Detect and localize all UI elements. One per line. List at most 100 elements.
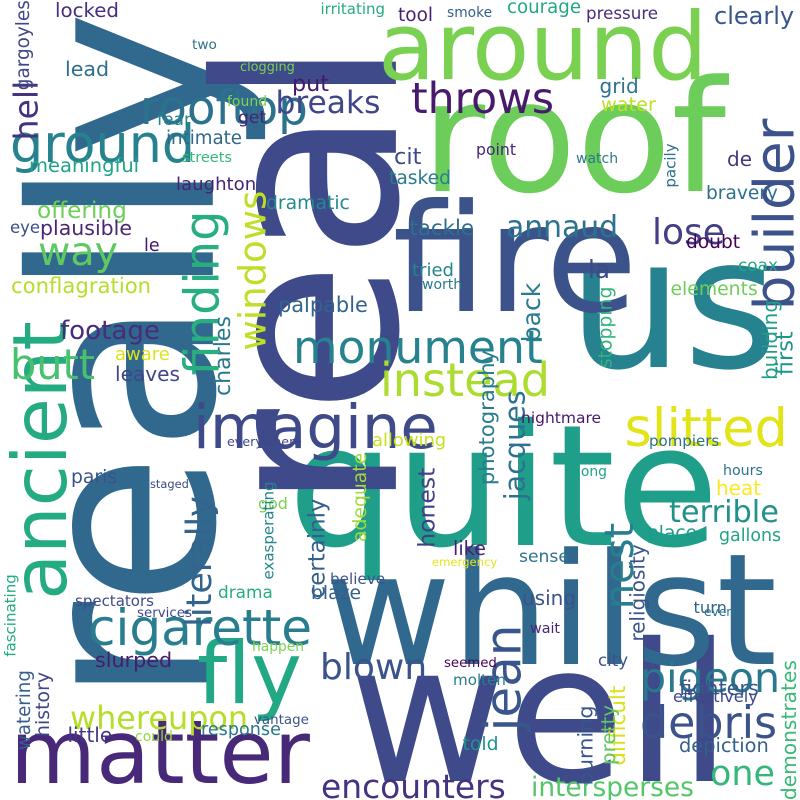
- word-depiction: depiction: [679, 734, 769, 757]
- word-happen: happen: [252, 638, 304, 655]
- word-little: little: [67, 723, 113, 747]
- word-tasked: tasked: [389, 167, 452, 189]
- word-well: well: [349, 602, 732, 800]
- word-intersperses: intersperses: [531, 771, 694, 800]
- word-quite: quite: [288, 388, 720, 585]
- word-allowing: allowing: [372, 429, 447, 451]
- word-spectators: spectators: [75, 591, 154, 610]
- word-honest: honest: [412, 467, 441, 548]
- word-la: la: [588, 254, 610, 284]
- word-dramatic: dramatic: [266, 193, 350, 214]
- word-watch: watch: [576, 151, 619, 167]
- word-tried: tried: [412, 260, 454, 281]
- word-lead: lead: [65, 56, 110, 81]
- word-irritating: irritating: [320, 0, 386, 18]
- word-back: back: [516, 282, 546, 342]
- word-worth: worth: [422, 277, 463, 293]
- word-burning: burning: [573, 704, 598, 785]
- word-religiosity: religiosity: [625, 543, 650, 642]
- word-response: response: [201, 719, 281, 740]
- word-fighters: fighters: [679, 676, 759, 700]
- word-terrible: terrible: [669, 494, 779, 530]
- word-cit: cit: [394, 143, 422, 170]
- word-bravery: bravery: [706, 183, 778, 204]
- word-fascinating: fascinating: [1, 573, 20, 657]
- word-locked: locked: [55, 0, 119, 22]
- word-pressure: pressure: [586, 2, 659, 23]
- word-doubt: doubt: [686, 232, 741, 253]
- word-fly: fly: [197, 624, 302, 724]
- word-tool: tool: [398, 4, 434, 26]
- word-even: even: [704, 604, 734, 619]
- word-coax: coax: [738, 255, 778, 275]
- word-slitted: slitted: [624, 397, 788, 459]
- word-put: put: [292, 71, 330, 97]
- word-demonstrates: demonstrates: [776, 660, 800, 800]
- word-eye: eye: [10, 217, 41, 237]
- word-conflagration: conflagration: [11, 273, 152, 298]
- word-emergency: emergency: [432, 555, 498, 569]
- word-courage: courage: [507, 0, 582, 18]
- word-effectively: effectively: [673, 687, 758, 706]
- word-clogging: clogging: [240, 59, 295, 75]
- word-butt: butt: [10, 340, 95, 389]
- word-hours: hours: [723, 463, 763, 479]
- word-get: get: [238, 107, 267, 128]
- word-breaks: breaks: [275, 85, 381, 121]
- word-plausible: plausible: [40, 216, 132, 240]
- word-first: first: [772, 331, 799, 376]
- word-molten: molten: [453, 671, 506, 689]
- word-us: us: [568, 198, 779, 410]
- word-gargoyles: gargoyles: [12, 0, 34, 91]
- word-ground: ground: [10, 114, 196, 175]
- word-elements: elements: [670, 279, 758, 300]
- word-sense: sense: [519, 547, 569, 567]
- word-intimate: intimate: [166, 128, 242, 149]
- word-blown: blown: [320, 646, 428, 688]
- word-imagine: imagine: [193, 392, 438, 463]
- word-streets: streets: [182, 149, 232, 166]
- word-pompiers: pompiers: [649, 432, 720, 450]
- word-de: de: [727, 147, 752, 171]
- word-place: place: [647, 523, 698, 544]
- word-leaves: leaves: [115, 361, 180, 386]
- word-monument: monument: [293, 321, 543, 374]
- word-services: services: [137, 605, 192, 621]
- word-staged: staged: [150, 477, 189, 491]
- word-watering: watering: [13, 670, 35, 751]
- word-found: found: [227, 94, 268, 110]
- word-throws: throws: [411, 74, 555, 124]
- word-city: city: [598, 651, 629, 670]
- word-matter: matter: [10, 700, 310, 800]
- word-drama: drama: [218, 582, 273, 602]
- word-adequate: adequate: [350, 452, 372, 542]
- word-tackle: tackle: [409, 216, 474, 241]
- word-whilst: whilst: [324, 519, 778, 701]
- word-nightmare: nightmare: [521, 408, 602, 427]
- word-laughton: laughton: [176, 174, 257, 195]
- word-stopping: stopping: [594, 286, 616, 369]
- word-pretty: pretty: [597, 704, 621, 765]
- word-footage: footage: [60, 315, 160, 346]
- word-vantage: vantage: [254, 712, 309, 728]
- word-exasperating: exasperating: [259, 480, 278, 580]
- word-windows: windows: [230, 190, 274, 351]
- word-paris: paris: [71, 467, 118, 488]
- word-seemed: seemed: [444, 656, 497, 671]
- word-annaud: annaud: [506, 210, 619, 245]
- word-told: told: [462, 734, 499, 755]
- word-like: like: [453, 537, 486, 560]
- word-fear: fear: [157, 109, 192, 130]
- word-fire: fire: [392, 173, 638, 347]
- word-offering: offering: [37, 196, 127, 224]
- word-way: way: [38, 229, 119, 275]
- word-le: le: [144, 236, 160, 256]
- word-two: two: [192, 37, 217, 53]
- word-pigeon: pigeon: [640, 654, 781, 702]
- word-water: water: [601, 92, 656, 116]
- word-everywhere: everywhere: [227, 433, 302, 449]
- word-lose: lose: [652, 211, 725, 253]
- word-blaze: blaze: [311, 582, 362, 604]
- word-god: god: [258, 493, 288, 513]
